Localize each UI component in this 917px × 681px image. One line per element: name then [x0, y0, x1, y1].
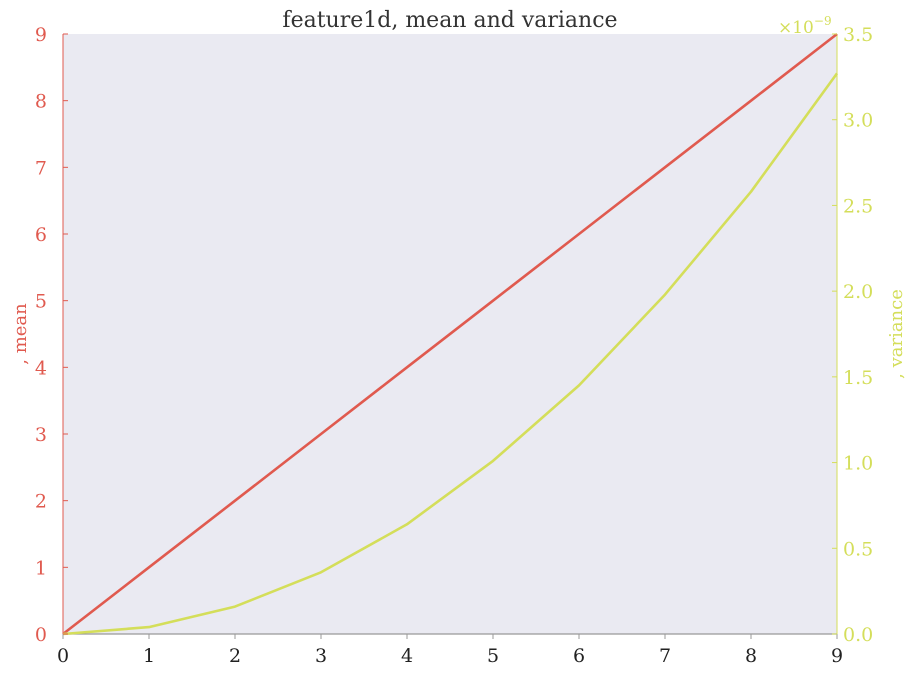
right-y-tick-label: 1.5 [843, 367, 873, 389]
series-lines [62, 32, 839, 636]
x-tick-label: 5 [487, 645, 499, 667]
x-tick-label: 0 [57, 645, 69, 667]
right-y-tick-label: 2.0 [843, 281, 873, 303]
right-y-tick-label: 0.5 [843, 538, 873, 560]
right-y-tick-label: 0.0 [843, 624, 873, 646]
right-y-tick-label: 3.5 [843, 24, 873, 46]
left-y-tick-label: 6 [35, 224, 47, 246]
right-axis-multiplier: ×10−9 [778, 14, 832, 38]
series-line-variance [62, 72, 839, 636]
x-tick-label: 4 [401, 645, 413, 667]
right-y-axis-label: , variance [886, 289, 907, 379]
x-tick-label: 3 [315, 645, 327, 667]
series-line-mean [62, 32, 838, 636]
left-y-tick-label: 8 [35, 91, 47, 113]
chart-title: feature1d, mean and variance [282, 8, 617, 33]
right-y-tick-label: 2.5 [843, 195, 873, 217]
x-tick-label: 7 [659, 645, 671, 667]
axes [62, 34, 838, 635]
left-y-tick-label: 7 [35, 157, 47, 179]
left-y-tick-label: 5 [35, 291, 47, 313]
left-y-tick-label: 9 [35, 24, 47, 46]
left-y-axis-label: , mean [10, 303, 31, 365]
left-y-tick-label: 0 [35, 624, 47, 646]
x-tick-label: 1 [143, 645, 155, 667]
right-y-tick-label: 3.0 [843, 110, 873, 132]
x-tick-label: 6 [573, 645, 585, 667]
left-y-tick-label: 3 [35, 424, 47, 446]
right-y-tick-label: 1.0 [843, 453, 873, 475]
x-tick-label: 9 [831, 645, 843, 667]
x-tick-label: 8 [745, 645, 757, 667]
x-tick-label: 2 [229, 645, 241, 667]
tick-labels: 0 1 2 3 4 5 6 7 8 901234567890.00.51.01.52.02.53.… [35, 24, 873, 667]
left-y-tick-label: 2 [35, 491, 47, 513]
left-y-tick-label: 1 [35, 557, 47, 579]
left-y-tick-label: 4 [35, 357, 47, 379]
